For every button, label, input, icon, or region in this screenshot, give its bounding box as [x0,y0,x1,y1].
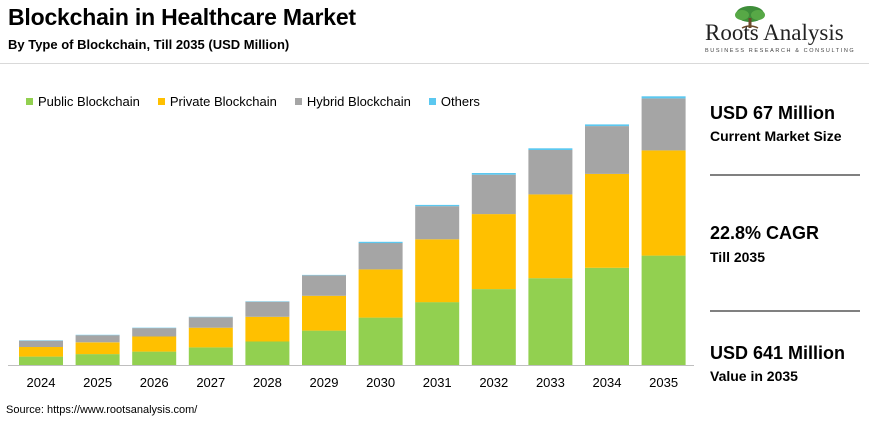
legend-label-private: Private Blockchain [169,94,277,109]
bar-hybrid-2031 [415,206,460,240]
bar-private-2035 [641,150,686,256]
bar-others-2031 [415,204,460,207]
bar-others-2034 [585,124,629,127]
chart-subtitle: By Type of Blockchain, Till 2035 (USD Mi… [8,37,290,52]
bar-hybrid-2025 [75,335,120,343]
x-tick-label: 2027 [196,375,225,390]
legend-item-hybrid: Hybrid Blockchain [294,94,411,109]
bar-private-2030 [358,269,403,318]
bar-others-2032 [471,173,516,175]
bar-public-2031 [415,302,460,365]
bar-public-2025 [75,354,120,365]
bar-private-2024 [19,347,63,357]
x-tick-label: 2030 [366,375,395,390]
bar-public-2027 [188,347,233,365]
bar-private-2031 [415,239,460,303]
x-tick-label: 2029 [310,375,339,390]
bar-public-2026 [132,351,177,365]
legend-label-others: Others [440,94,480,109]
bar-hybrid-2035 [641,98,686,151]
legend-swatch-others [428,98,436,105]
bar-hybrid-2026 [132,328,177,337]
bar-public-2032 [471,289,516,365]
bar-private-2029 [302,295,346,331]
bar-private-2032 [471,214,516,290]
bar-hybrid-2032 [471,174,516,215]
legend-label-public: Public Blockchain [38,94,140,109]
bar-public-2035 [641,255,686,365]
legend-swatch-public [26,98,33,105]
bar-private-2027 [188,327,233,348]
stat-2035-label: Value in 2035 [710,368,798,384]
x-tick-label: 2028 [253,375,282,390]
logo-name: Roots Analysis [705,20,844,45]
legend-item-public: Public Blockchain [26,94,140,109]
x-tick-label: 2035 [649,375,678,390]
bar-hybrid-2029 [302,275,346,296]
legend-swatch-private [157,98,165,105]
bar-public-2034 [585,267,629,365]
legend-swatch-hybrid [294,98,302,105]
x-tick-label: 2025 [83,375,112,390]
x-tick-label: 2033 [536,375,565,390]
bar-private-2033 [528,194,573,279]
legend-label-hybrid: Hybrid Blockchain [306,94,411,109]
x-tick-label: 2031 [423,375,452,390]
x-tick-label: 2024 [27,375,56,390]
stat-current-size-label: Current Market Size [710,128,842,144]
bar-hybrid-2024 [19,340,63,347]
bar-private-2034 [585,173,629,268]
bar-others-2033 [528,148,573,150]
stat-current-size-value: USD 67 Million [710,103,836,123]
bar-public-2033 [528,278,573,365]
bar-public-2030 [358,317,403,365]
bar-others-2035 [641,96,686,99]
x-tick-label: 2026 [140,375,169,390]
bar-hybrid-2034 [585,126,629,174]
x-tick-label: 2034 [593,375,622,390]
bar-hybrid-2033 [528,150,573,195]
stat-2035-value: USD 641 Million [710,343,846,363]
stat-separator [710,174,860,176]
stat-cagr-label: Till 2035 [710,249,766,265]
logo-tagline: BUSINESS RESEARCH & CONSULTING [705,48,856,54]
stacked-bar-chart: 2024 2025 2026 2027 2028 2029 2030 2031 2032 2033… [8,96,694,390]
header-divider [0,63,869,64]
bar-hybrid-2030 [358,243,403,270]
bar-others-2030 [358,241,403,244]
chart-legend: Public Blockchain Private Blockchain Hyb… [26,94,498,109]
stat-cagr-value: 22.8% CAGR [710,223,820,243]
bar-hybrid-2027 [188,317,233,328]
company-logo: Roots Analysis BUSINESS RESEARCH & CONSU… [700,4,865,58]
tree-icon [735,6,765,29]
chart-title: Blockchain in Healthcare Market [8,4,356,30]
bar-private-2026 [132,336,177,352]
bar-public-2028 [245,341,290,365]
bar-private-2025 [75,342,120,355]
bar-hybrid-2028 [245,301,290,317]
source-note: Source: https://www.rootsanalysis.com/ [6,404,198,416]
x-tick-label: 2032 [479,375,508,390]
bar-private-2028 [245,316,290,342]
bar-public-2029 [302,330,346,365]
bar-public-2024 [19,356,63,365]
legend-item-others: Others [428,94,480,109]
stat-separator [710,310,860,312]
legend-item-private: Private Blockchain [157,94,277,109]
